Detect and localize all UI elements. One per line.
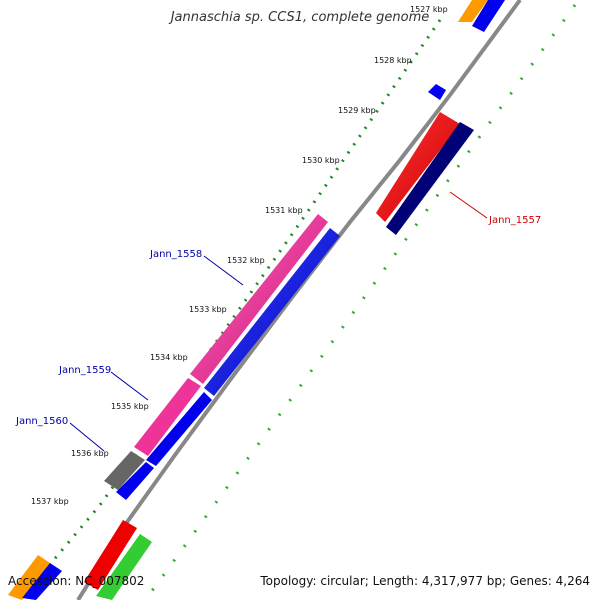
gene-orange-top[interactable] (458, 0, 488, 22)
gene-blue-top[interactable] (472, 0, 505, 32)
gene-orange-bottom[interactable] (8, 555, 50, 600)
leader-line-jann-1559 (110, 371, 149, 401)
topology-text: Topology: circular; Length: 4,317,977 bp… (260, 574, 590, 588)
gene-small-blue[interactable] (428, 84, 446, 100)
outer-scale-line (143, 4, 577, 600)
tick-labels: 1527 kbp 1528 kbp 1529 kbp 1530 kbp 1531… (31, 5, 448, 506)
tick-label: 1529 kbp (338, 106, 376, 115)
leader-line-jann-1557 (449, 191, 488, 219)
gene-blue-long[interactable] (204, 228, 340, 396)
gene-jann-1560-gray[interactable] (104, 451, 145, 490)
leader-line-jann-1560 (69, 422, 105, 452)
gene-jann-1557-red[interactable] (376, 112, 460, 222)
tick-label: 1535 kbp (111, 402, 149, 411)
genome-title: Jannaschia sp. CCS1, complete genome (170, 10, 430, 25)
tick-label: 1531 kbp (265, 206, 303, 215)
gene-label-jann-1557[interactable]: Jann_1557 (488, 215, 541, 226)
tick-label: 1536 kbp (71, 449, 109, 458)
accession-text: Accession: NC_007802 (8, 574, 145, 588)
gene-blue-bottom[interactable] (22, 563, 62, 600)
leader-line-jann-1558 (203, 255, 244, 286)
gene-red-bottom[interactable] (84, 520, 137, 590)
gene-jann-1559-magenta[interactable] (134, 378, 201, 456)
tick-label: 1530 kbp (302, 156, 340, 165)
tick-label: 1534 kbp (150, 353, 188, 362)
gene-blue-mid[interactable] (146, 392, 212, 466)
tick-label: 1528 kbp (374, 56, 412, 65)
tick-label: 1527 kbp (410, 5, 448, 14)
gene-jann-1558-magenta[interactable] (190, 214, 328, 384)
tick-label: 1537 kbp (31, 497, 69, 506)
gene-label-jann-1559[interactable]: Jann_1559 (58, 365, 111, 376)
gene-label-jann-1560[interactable]: Jann_1560 (15, 416, 68, 427)
gene-navy[interactable] (386, 122, 474, 235)
gene-blue-lower[interactable] (116, 462, 154, 500)
tick-label: 1532 kbp (227, 256, 265, 265)
tick-label: 1533 kbp (189, 305, 227, 314)
gene-green-bottom[interactable] (96, 534, 152, 600)
inner-scale-line (18, 19, 442, 600)
gene-label-jann-1558[interactable]: Jann_1558 (149, 249, 202, 260)
genome-backbone (76, 0, 522, 600)
